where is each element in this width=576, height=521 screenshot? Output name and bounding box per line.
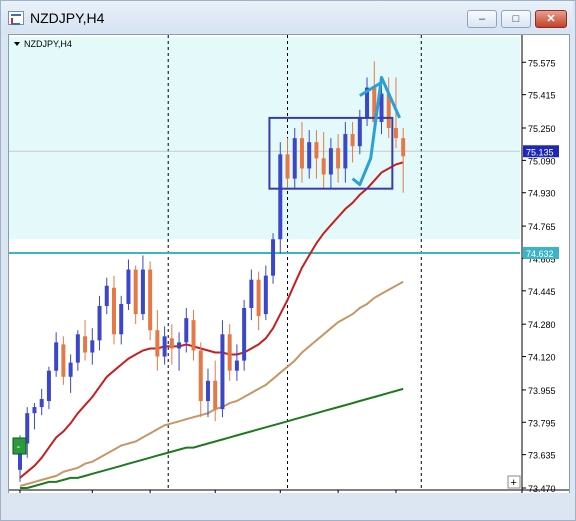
candle-bullish [365, 87, 370, 118]
price-tick-label: 75.090 [528, 156, 556, 166]
candle-bullish [18, 443, 22, 470]
candle-bullish [271, 239, 276, 276]
highlight-zone [9, 37, 520, 240]
close-icon: ✕ [546, 13, 556, 25]
scroll-end-button [507, 475, 521, 489]
window-title: NZDJPY,H4 [30, 10, 105, 26]
candle-bearish [401, 138, 406, 157]
candle-bullish [343, 134, 348, 169]
candle-bullish [328, 148, 333, 175]
candle-bearish [299, 138, 304, 169]
candle-bullish [97, 305, 102, 341]
candle-bearish [386, 93, 391, 129]
candle-bullish [140, 269, 145, 315]
maximize-button[interactable]: □ [501, 10, 531, 28]
candle-bullish [54, 342, 59, 371]
level-price-label: 74.632 [526, 249, 554, 259]
candle-bearish [372, 87, 377, 122]
candle-bullish [379, 93, 384, 122]
chart-symbol-label: NZDJPY,H4 [24, 39, 72, 49]
pattern-arrow-head [359, 80, 384, 97]
minimize-icon: – [478, 13, 486, 25]
price-tick-label: 74.280 [528, 320, 556, 330]
candle-bearish [227, 334, 232, 371]
current-price-label: 75.135 [526, 147, 554, 157]
candle-bullish [292, 138, 297, 179]
current-price-tag [523, 145, 559, 158]
candle-bearish [213, 380, 218, 410]
price-chart[interactable]: 75.575 75.415 75.250 75.090 74.930 74.765 74.6… [9, 35, 569, 494]
candle-bearish [191, 320, 196, 351]
candle-bullish [32, 407, 37, 414]
price-tick-label: 74.930 [528, 189, 556, 199]
candle-bearish [133, 269, 138, 315]
candle-bearish [148, 269, 153, 331]
price-tick-label: 75.575 [528, 58, 556, 68]
moving-average-slow [19, 280, 404, 487]
bottom-strip [1, 493, 573, 519]
trade-level-marker-label: - [17, 441, 21, 453]
price-tick-label: 75.415 [528, 91, 556, 101]
candle-bearish [256, 279, 261, 317]
moving-average-long [20, 387, 404, 489]
candle-bearish [169, 338, 174, 349]
candle-bullish [119, 303, 124, 335]
price-tick-label: 74.445 [528, 287, 556, 297]
consolidation-rectangle [268, 116, 394, 190]
candle-bullish [242, 308, 247, 361]
price-tick-label: 74.120 [528, 353, 556, 363]
candle-bearish [336, 148, 341, 169]
price-tick-label: 73.470 [528, 484, 556, 494]
candle-bearish [155, 330, 160, 357]
candle-bullish [90, 340, 95, 353]
candle-bullish [104, 285, 109, 306]
candle-bullish [263, 275, 268, 315]
level-price-tag [523, 246, 559, 259]
candle-bullish [205, 380, 210, 402]
candle-bullish [75, 334, 80, 363]
symbol-dropdown-icon [14, 42, 20, 46]
price-tick-label: 74.605 [528, 254, 556, 264]
candle-bullish [278, 154, 283, 240]
candle-bullish [220, 334, 225, 410]
candle-bearish [350, 134, 355, 147]
chart-window-icon [8, 11, 24, 25]
minimize-button[interactable]: – [467, 10, 497, 28]
scroll-end-label: + [511, 477, 517, 489]
candle-bearish [285, 154, 290, 179]
candle-bullish [162, 336, 167, 357]
price-tick-label: 74.765 [528, 222, 556, 232]
candle-bearish [83, 336, 88, 353]
candle-bullish [25, 413, 30, 444]
candle-bearish [111, 287, 116, 335]
candle-bullish [46, 370, 51, 402]
candle-bullish [307, 142, 312, 169]
candle-bullish [39, 399, 44, 408]
candle-bullish [234, 360, 239, 371]
price-tick-label: 73.795 [528, 418, 556, 428]
candle-bullish [126, 269, 131, 304]
chart-area[interactable]: 75.575 75.415 75.250 75.090 74.930 74.765 74.6… [8, 34, 570, 495]
candle-bearish [198, 350, 203, 402]
candle-bullish [177, 342, 182, 349]
close-button[interactable]: ✕ [535, 10, 567, 28]
title-bar[interactable]: NZDJPY,H4 – □ ✕ [1, 1, 573, 33]
price-tick-label: 73.955 [528, 386, 556, 396]
candle-bullish [184, 318, 189, 343]
candle-bearish [314, 142, 319, 159]
pattern-arrow-path [351, 75, 401, 187]
price-tick-label: 75.250 [528, 124, 556, 134]
maximize-icon: □ [512, 13, 520, 25]
trade-level-marker [12, 437, 27, 455]
candle-bullish [68, 362, 73, 377]
candle-bullish [249, 279, 254, 309]
candle-bearish [61, 344, 66, 377]
moving-average-fast [19, 161, 404, 479]
candle-bearish [393, 128, 398, 139]
price-tick-label: 73.635 [528, 451, 556, 461]
candle-bullish [357, 117, 362, 147]
candle-bearish [321, 158, 326, 175]
